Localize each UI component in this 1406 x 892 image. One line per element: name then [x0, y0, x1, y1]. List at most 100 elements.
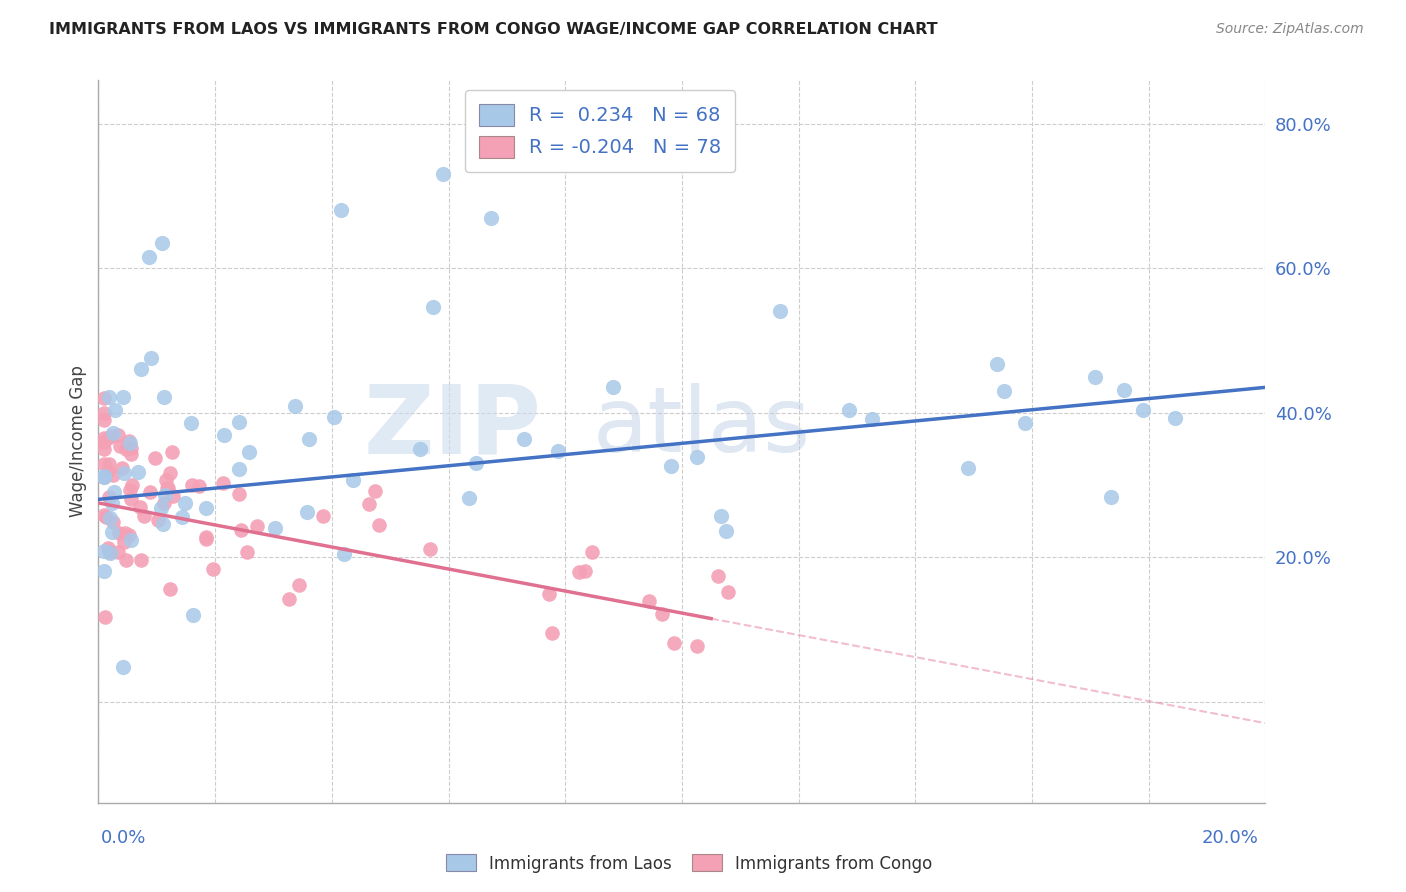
Point [139, 485, 162, 500]
Point [357, 497, 380, 511]
Point [110, 461, 132, 475]
Point [1014, 416, 1036, 430]
Point [541, 626, 564, 640]
Point [710, 508, 733, 523]
Point [246, 519, 269, 533]
Point [432, 167, 454, 181]
Point [838, 403, 860, 417]
Point [93, 544, 115, 558]
Point [162, 489, 184, 503]
Point [419, 541, 441, 556]
Point [94, 510, 117, 524]
Point [115, 442, 138, 456]
Legend: R =  0.234   N = 68, R = -0.204   N = 78: R = 0.234 N = 68, R = -0.204 N = 78 [465, 90, 735, 172]
Point [278, 592, 301, 607]
Point [129, 500, 152, 514]
Point [153, 390, 176, 404]
Point [228, 487, 250, 501]
Point [457, 491, 479, 506]
Point [284, 399, 307, 413]
Point [547, 444, 569, 458]
Point [93, 391, 115, 405]
Point [93, 468, 115, 483]
Point [602, 380, 624, 394]
Point [93, 470, 115, 484]
Point [108, 526, 131, 541]
Point [323, 410, 346, 425]
Point [98, 458, 121, 472]
Point [298, 433, 321, 447]
Point [94, 610, 117, 624]
Point [153, 488, 176, 502]
Point [93, 413, 115, 427]
Point [568, 565, 591, 579]
Point [93, 470, 115, 484]
Point [236, 545, 259, 559]
Point [97, 390, 120, 404]
Point [120, 435, 142, 450]
Point [714, 524, 737, 538]
Point [98, 545, 121, 559]
Point [263, 521, 285, 535]
Point [118, 528, 141, 542]
Point [173, 496, 195, 510]
Point [195, 530, 218, 544]
Point [295, 505, 318, 519]
Point [538, 587, 561, 601]
Point [101, 425, 124, 440]
Point [707, 569, 730, 583]
Point [181, 607, 204, 622]
Point [93, 406, 115, 420]
Point [100, 524, 122, 539]
Point [93, 457, 115, 471]
Point [138, 250, 160, 264]
Point [104, 402, 127, 417]
Point [1099, 491, 1122, 505]
Point [581, 545, 603, 559]
Point [180, 417, 202, 431]
Point [150, 235, 173, 250]
Point [114, 525, 136, 540]
Point [170, 509, 193, 524]
Point [513, 432, 536, 446]
Point [108, 440, 131, 454]
Point [97, 490, 120, 504]
Point [150, 500, 173, 515]
Point [860, 412, 883, 426]
Point [107, 544, 129, 558]
Text: 0.0%: 0.0% [101, 829, 146, 847]
Point [120, 483, 142, 498]
Point [114, 553, 136, 567]
Point [160, 445, 183, 459]
Point [143, 450, 166, 465]
Point [686, 639, 709, 653]
Point [120, 447, 142, 461]
Point [97, 431, 120, 445]
Point [986, 357, 1008, 371]
Point [118, 434, 141, 449]
Point [153, 495, 176, 509]
Point [201, 562, 224, 576]
Point [103, 484, 125, 499]
Point [100, 429, 122, 443]
Y-axis label: Wage/Income Gap: Wage/Income Gap [69, 366, 87, 517]
Point [651, 607, 673, 622]
Point [159, 582, 181, 597]
Text: IMMIGRANTS FROM LAOS VS IMMIGRANTS FROM CONGO WAGE/INCOME GAP CORRELATION CHART: IMMIGRANTS FROM LAOS VS IMMIGRANTS FROM … [49, 22, 938, 37]
Point [342, 473, 364, 487]
Legend: Immigrants from Laos, Immigrants from Congo: Immigrants from Laos, Immigrants from Co… [439, 847, 939, 880]
Point [288, 578, 311, 592]
Point [638, 594, 661, 608]
Text: atlas: atlas [592, 383, 810, 471]
Point [93, 564, 115, 578]
Text: 20.0%: 20.0% [1202, 829, 1258, 847]
Point [332, 547, 354, 561]
Point [93, 434, 115, 449]
Point [957, 461, 980, 475]
Point [97, 464, 120, 478]
Point [93, 442, 115, 456]
Point [212, 427, 235, 442]
Point [139, 351, 162, 366]
Point [129, 362, 152, 376]
Point [112, 467, 135, 481]
